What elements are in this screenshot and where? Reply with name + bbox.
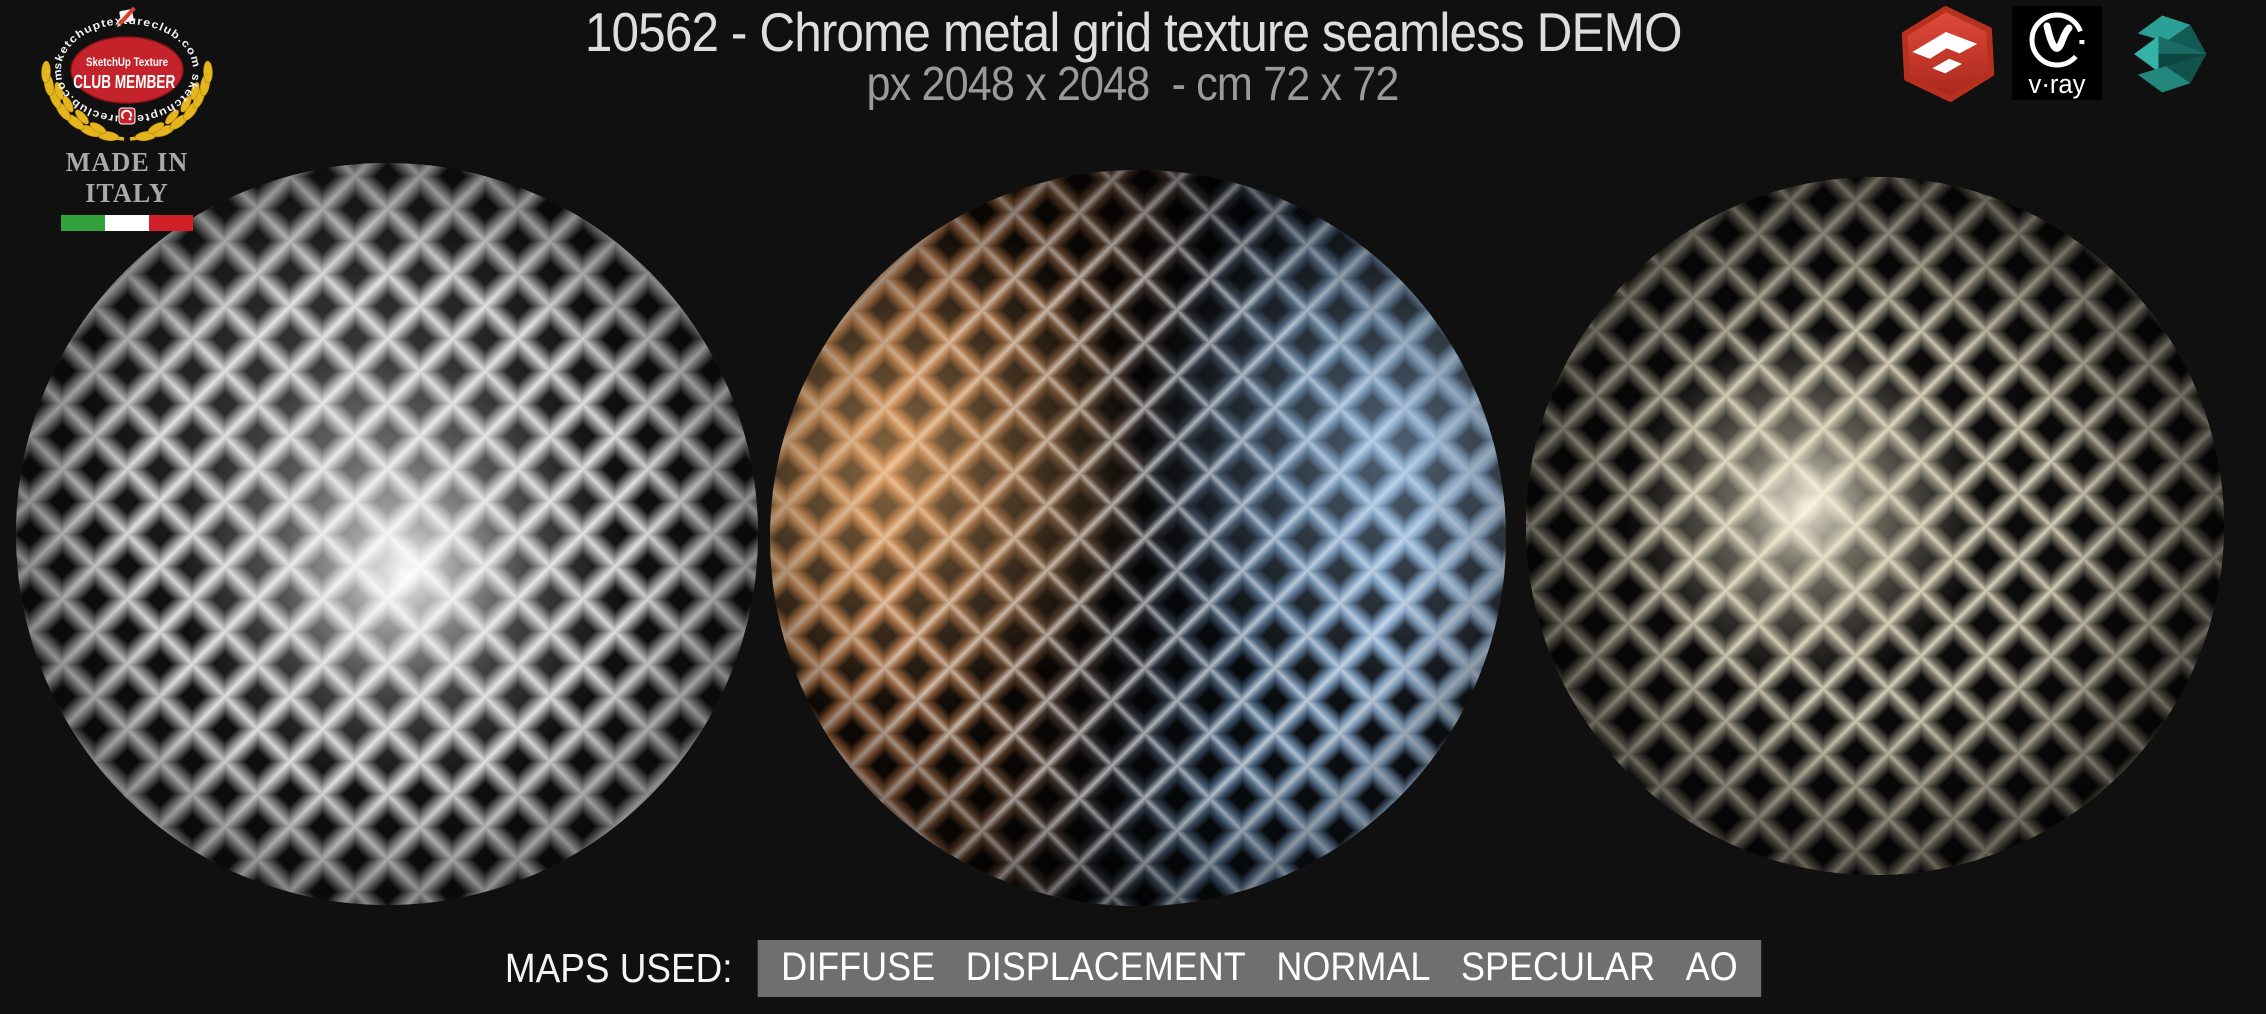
map-item-ao: AO [1685, 945, 1738, 989]
italy-flag-icon [61, 215, 193, 231]
flag-red-band [149, 215, 193, 231]
map-item-normal: NORMAL [1276, 945, 1431, 989]
badge-brand-text: SketchUp Texture [86, 57, 168, 69]
badge-oval [70, 36, 184, 104]
vray-icon [2029, 12, 2085, 68]
sketchup-icon [1901, 6, 1995, 102]
3dsmax-logo [2118, 6, 2214, 102]
software-logos: v·ray [1900, 6, 2214, 102]
header: 10562 - Chrome metal grid texture seamle… [0, 0, 2266, 109]
texture-dimensions: px 2048 x 2048 - cm 72 x 72 [867, 58, 1400, 112]
sketchup-logo [1900, 6, 1996, 102]
maps-used-label: MAPS USED: [504, 945, 733, 991]
club-member-badge-graphic: sketchuptextureclub.com sketchuptexturec… [41, 6, 215, 144]
map-item-specular: SPECULAR [1461, 945, 1656, 989]
texture-sphere-reflective [770, 170, 1506, 906]
laurel-wreath-icon [41, 59, 215, 144]
pencil-brush-icon [116, 6, 136, 28]
vray-label: v·ray [2028, 69, 2086, 99]
3dsmax-icon [2134, 15, 2207, 93]
made-in-italy-label: MADE IN ITALY [65, 147, 189, 208]
flag-green-band [61, 215, 105, 231]
map-item-displacement: DISPLACEMENT [965, 945, 1246, 989]
page-title: 10562 - Chrome metal grid texture seamle… [584, 1, 1683, 63]
texture-sphere-dark [1526, 177, 2224, 875]
maps-list-box: DIFFUSE DISPLACEMENT NORMAL SPECULAR AO [757, 940, 1762, 997]
maps-used-bar: MAPS USED: DIFFUSE DISPLACEMENT NORMAL S… [113, 940, 2152, 997]
sketchup-mini-icon [118, 107, 136, 125]
badge-membership-text: CLUB MEMBER [73, 72, 176, 93]
map-item-diffuse: DIFFUSE [781, 945, 936, 989]
flag-white-band [105, 215, 149, 231]
vray-logo: v·ray [2012, 6, 2102, 100]
club-member-badge: sketchuptextureclub.com sketchuptexturec… [30, 4, 224, 231]
texture-sphere-silver [16, 163, 758, 905]
